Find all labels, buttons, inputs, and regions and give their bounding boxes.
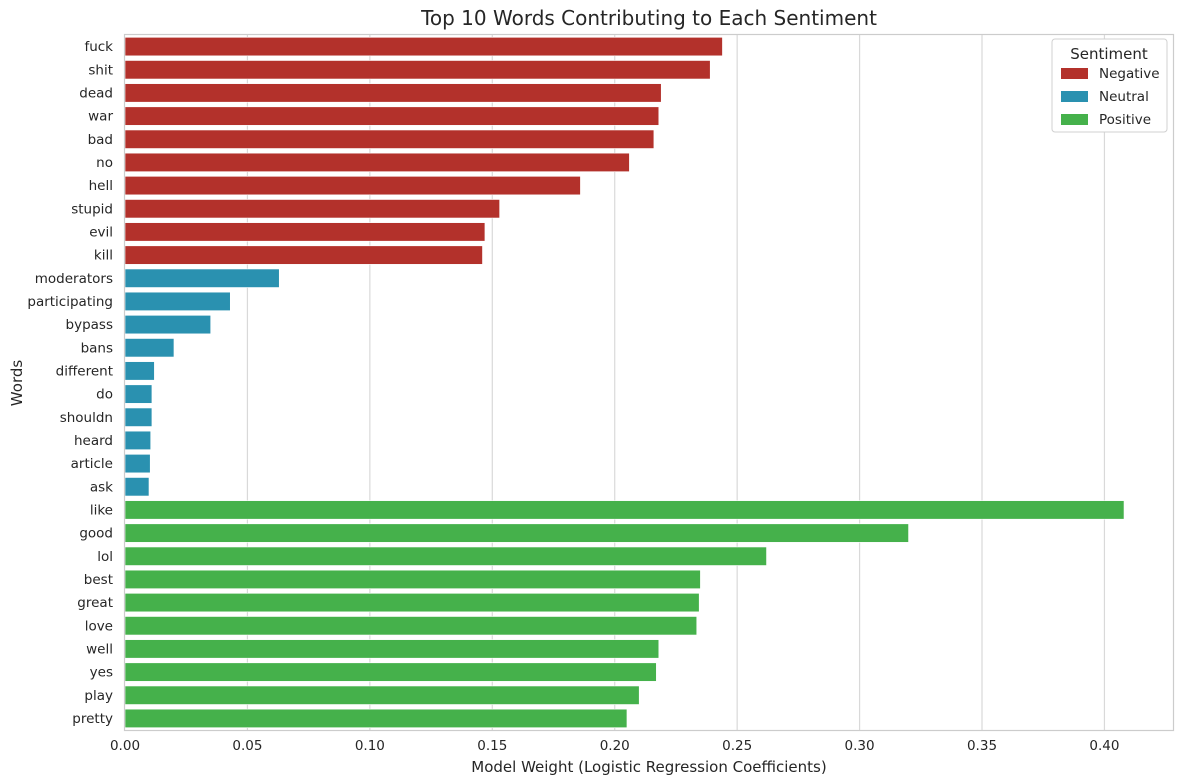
bar-like [124, 500, 1125, 520]
bar-lol [124, 546, 767, 566]
legend-swatch-neutral [1061, 91, 1088, 102]
bar-evil [124, 222, 486, 242]
bar-pretty [124, 708, 628, 728]
legend-title: Sentiment [1070, 45, 1148, 63]
plot-frame [123, 33, 1175, 732]
y-tick-label: participating [27, 294, 113, 310]
y-tick-label: like [90, 502, 113, 518]
bar-shit [124, 60, 711, 80]
legend: Sentiment Negative Neutral Positive [1051, 38, 1168, 133]
y-tick-label: war [88, 109, 113, 125]
y-tick-label: article [71, 456, 113, 472]
x-tick-label: 0.30 [845, 738, 875, 754]
bar-kill [124, 245, 483, 265]
y-tick-label: bans [81, 340, 113, 356]
y-tick-label: shit [88, 62, 113, 78]
x-tick-label: 0.20 [600, 738, 630, 754]
y-tick-label: ask [90, 479, 113, 495]
y-tick-label: hell [89, 178, 113, 194]
bar-different [124, 361, 155, 381]
y-tick-label: play [84, 688, 113, 704]
y-tick-label: kill [94, 248, 113, 264]
bar-layer [124, 37, 1125, 728]
y-tick-label: lol [97, 549, 113, 565]
bar-great [124, 593, 700, 613]
x-tick-label: 0.35 [967, 738, 997, 754]
bar-good [124, 523, 909, 543]
bar-stupid [124, 199, 500, 219]
y-tick-label: no [96, 155, 113, 171]
y-tick-labels: fuck shit dead war bad no hell stupid evil kill mo… [27, 39, 113, 727]
legend-box [1051, 38, 1168, 133]
x-axis-label: Model Weight (Logistic Regression Coeffi… [471, 758, 826, 776]
y-tick-label: bad [88, 132, 113, 148]
x-tick-label: 0.15 [477, 738, 507, 754]
x-tick-label: 0.00 [110, 738, 140, 754]
bar-shouldn [124, 407, 153, 427]
x-tick-label: 0.25 [722, 738, 752, 754]
chart-title: Top 10 Words Contributing to Each Sentim… [420, 6, 877, 30]
x-tick-labels: 0.00 0.05 0.10 0.15 0.20 0.25 0.30 0.35 0.40 [110, 738, 1120, 754]
bar-participating [124, 291, 231, 311]
y-tick-label: moderators [35, 271, 113, 287]
x-tick-label: 0.40 [1089, 738, 1119, 754]
bar-no [124, 152, 630, 172]
y-tick-label: bypass [66, 317, 113, 333]
bar-fuck [124, 37, 723, 57]
bar-bad [124, 129, 655, 149]
y-tick-label: yes [90, 665, 113, 681]
bar-heard [124, 430, 152, 450]
y-tick-label: stupid [71, 201, 113, 217]
bar-ask [124, 477, 150, 497]
y-tick-label: fuck [84, 39, 113, 55]
bar-bypass [124, 315, 212, 335]
y-tick-label: heard [74, 433, 113, 449]
legend-label-positive: Positive [1099, 112, 1151, 128]
y-tick-label: love [85, 618, 113, 634]
bar-moderators [124, 268, 280, 288]
bar-article [124, 454, 151, 474]
y-axis-label: Words [8, 360, 26, 407]
x-tick-label: 0.10 [355, 738, 385, 754]
bar-yes [124, 662, 657, 682]
y-tick-label: good [79, 526, 113, 542]
bar-war [124, 106, 660, 126]
bar-best [124, 569, 701, 589]
bar-well [124, 639, 660, 659]
bar-bans [124, 338, 175, 358]
bar-do [124, 384, 153, 404]
y-tick-label: best [84, 572, 113, 588]
legend-label-negative: Negative [1099, 66, 1160, 82]
y-tick-label: well [86, 641, 113, 657]
y-tick-label: different [56, 363, 113, 379]
y-tick-label: evil [89, 224, 113, 240]
grid-layer [246, 35, 1106, 730]
y-tick-label: shouldn [60, 410, 113, 426]
legend-swatch-negative [1061, 68, 1088, 79]
y-tick-label: do [96, 387, 113, 403]
x-tick-label: 0.05 [232, 738, 262, 754]
y-tick-label: great [77, 595, 113, 611]
y-tick-label: pretty [72, 711, 113, 727]
y-tick-label: dead [79, 85, 113, 101]
bar-hell [124, 176, 581, 196]
legend-label-neutral: Neutral [1099, 89, 1149, 105]
bar-love [124, 616, 698, 636]
bar-play [124, 685, 640, 705]
legend-swatch-positive [1061, 114, 1088, 125]
bar-dead [124, 83, 662, 103]
